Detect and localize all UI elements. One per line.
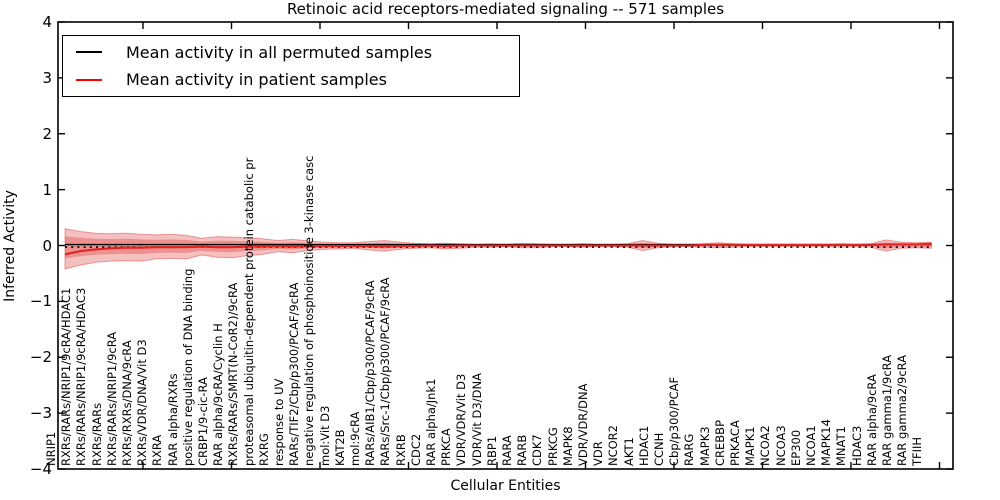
x-tick-label: RAR alpha/Jnk1 bbox=[424, 378, 438, 466]
x-tick-label: MAPK3 bbox=[697, 426, 712, 466]
x-tick-label: RARs/TIF2/Cbp/p300/PCAF/9cRA bbox=[287, 282, 302, 466]
legend-item-patient: Mean activity in patient samples bbox=[63, 67, 519, 93]
x-tick-label: VDR/Vit D3/DNA bbox=[469, 373, 484, 466]
black-line-swatch bbox=[76, 51, 102, 54]
y-tick-label: −4 bbox=[29, 460, 52, 478]
y-axis-label: Inferred Activity bbox=[2, 190, 18, 302]
x-tick-label: VDR bbox=[591, 441, 606, 466]
chart-title: Retinoic acid receptors-mediated signali… bbox=[286, 0, 725, 18]
x-tick-label: response to UV bbox=[272, 378, 286, 466]
y-tick-label: −1 bbox=[29, 292, 52, 311]
x-tick-label: NCOA3 bbox=[773, 425, 788, 466]
y-tick-label: −2 bbox=[29, 348, 52, 367]
x-tick-label: RXRs/RARs/NRIP1/9cRA bbox=[104, 331, 119, 466]
x-tick-label: CDK7 bbox=[530, 434, 545, 466]
x-tick-label: RXRB bbox=[393, 434, 408, 466]
x-tick-label: HDAC3 bbox=[849, 425, 864, 466]
x-tick-label: MAPK1 bbox=[743, 426, 758, 466]
x-tick-label: RXRs/RARs/NRIP1/9cRA/HDAC1 bbox=[59, 287, 74, 466]
x-tick-label: RAR gamma2/9cRA bbox=[895, 354, 910, 466]
y-tick-label: 3 bbox=[42, 68, 52, 87]
x-tick-label: RARA bbox=[500, 435, 514, 466]
x-tick-label: KAT2B bbox=[332, 429, 347, 466]
y-tick-label: 4 bbox=[42, 13, 52, 31]
x-tick-label: PRKCA bbox=[439, 428, 454, 466]
x-tick-label: Cbp/p300/PCAF bbox=[667, 376, 682, 466]
x-tick-label: NCOR2 bbox=[606, 425, 621, 466]
x-tick-label: mol:9cRA bbox=[348, 411, 362, 466]
x-tick-label: RXRA bbox=[150, 434, 165, 466]
x-tick-label: RXRs/RARs/SMRT(N-CoR2)/9cRA bbox=[226, 282, 241, 466]
legend-label: Mean activity in all permuted samples bbox=[126, 42, 433, 62]
x-tick-label: PRKCG bbox=[545, 427, 560, 466]
x-tick-label: NCOA2 bbox=[758, 425, 773, 466]
x-tick-label: RXRG bbox=[256, 433, 271, 466]
x-tick-label: MAPK14 bbox=[819, 419, 834, 466]
x-tick-label: NCOA1 bbox=[804, 425, 818, 466]
x-tick-label: RARs/AIB1/Cbp/p300/PCAF/9cRA bbox=[363, 280, 378, 466]
y-tick-label: 0 bbox=[42, 236, 52, 255]
x-tick-label: HDAC1 bbox=[636, 425, 651, 466]
x-tick-label: MNAT1 bbox=[834, 426, 849, 466]
activity-band-outer bbox=[64, 228, 932, 270]
x-tick-label: RAR alpha/RXRs bbox=[165, 373, 180, 466]
y-tick-label: 2 bbox=[42, 124, 52, 143]
x-axis-label: Cellular Entities bbox=[450, 478, 561, 494]
x-tick-label: CDC2 bbox=[408, 433, 423, 466]
x-tick-label: VDR/VDR/DNA bbox=[576, 383, 590, 467]
x-tick-label: EP300 bbox=[788, 429, 803, 466]
patient-mean-line bbox=[64, 242, 932, 256]
x-tick-label: PRKACA bbox=[728, 420, 742, 466]
x-tick-label: MAPK8 bbox=[560, 426, 575, 466]
x-tick-label: AKT1 bbox=[621, 437, 636, 466]
x-tick-label: CREBBP bbox=[712, 420, 727, 466]
x-tick-label: RAR alpha/9cRA bbox=[864, 374, 879, 466]
y-tick-label: −3 bbox=[29, 404, 52, 423]
y-tick-label: 1 bbox=[42, 180, 52, 199]
legend-item-permuted: Mean activity in all permuted samples bbox=[63, 39, 519, 65]
x-tick-label: positive regulation of DNA binding bbox=[180, 268, 195, 466]
x-tick-label: RXRs/RARs bbox=[89, 402, 104, 466]
x-tick-label: RXRs/VDR/DNA/Vit D3 bbox=[135, 339, 150, 466]
x-tick-label: RARs/Src-1/Cbp/p300/PCAF/9cRA bbox=[378, 277, 393, 466]
x-tick-label: CRBP1/9-cic-RA bbox=[196, 377, 210, 466]
x-tick-label: negative regulation of phosphoinositide … bbox=[302, 155, 317, 467]
legend: Mean activity in all permuted samples Me… bbox=[62, 35, 520, 97]
x-tick-label: proteasomal ubiquitin-dependent protein … bbox=[241, 157, 256, 466]
x-tick-label: NRIP1 bbox=[44, 431, 58, 466]
x-tick-label: mol:Vit D3 bbox=[317, 405, 332, 466]
x-tick-label: RBP1 bbox=[484, 435, 499, 466]
x-tick-label: RXRs/RXRs/DNA/9cRA bbox=[120, 340, 134, 466]
x-tick-label: RARB bbox=[515, 434, 530, 466]
red-line-swatch bbox=[76, 78, 102, 81]
x-tick-label: RXRs/RARs/NRIP1/9cRA/HDAC3 bbox=[74, 287, 89, 466]
x-tick-label: TFIIH bbox=[910, 436, 925, 466]
x-tick-label: RAR gamma1/9cRA bbox=[880, 354, 894, 466]
x-tick-label: VDR/VDR/Vit D3 bbox=[454, 373, 469, 466]
legend-label: Mean activity in patient samples bbox=[126, 70, 387, 90]
x-tick-label: RAR alpha/9cRA/Cyclin H bbox=[211, 323, 226, 466]
x-tick-label: RARG bbox=[682, 433, 697, 466]
x-tick-label: CCNH bbox=[652, 432, 666, 466]
